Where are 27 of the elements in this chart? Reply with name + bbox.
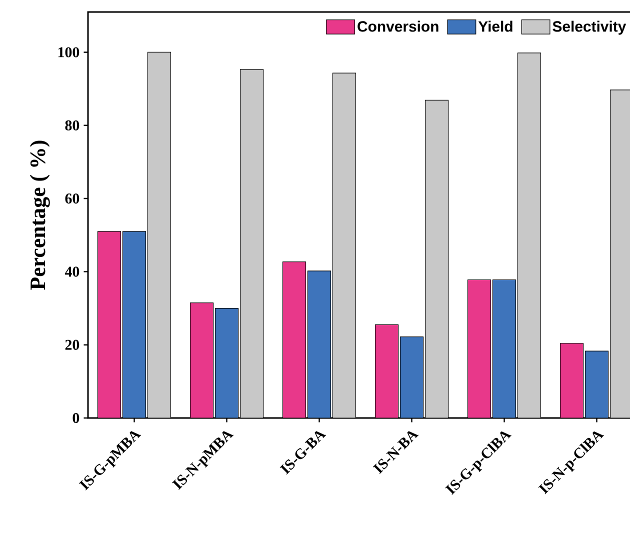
y-tick-label: 40 xyxy=(64,266,80,277)
bar xyxy=(425,100,448,418)
bar xyxy=(98,231,121,418)
bar xyxy=(282,262,306,418)
bar xyxy=(584,350,609,418)
bar xyxy=(240,69,264,418)
y-tick-label: 80 xyxy=(65,120,80,130)
bar xyxy=(215,308,238,418)
bar xyxy=(560,343,584,418)
bar xyxy=(148,52,171,418)
bar xyxy=(332,73,356,418)
bar xyxy=(492,280,516,418)
bar xyxy=(400,336,424,418)
bar xyxy=(308,270,331,418)
y-tick-label: 20 xyxy=(65,340,80,350)
bar xyxy=(518,52,541,418)
legend-label: Conversion xyxy=(358,20,438,32)
bar xyxy=(190,302,214,418)
legend-label: Selectivity xyxy=(552,20,626,35)
y-tick-label: 60 xyxy=(65,193,80,204)
bar xyxy=(375,324,398,418)
y-axis-title: Percentage ( %) xyxy=(30,140,50,290)
y-tick-label: 0 xyxy=(72,412,80,424)
bar xyxy=(122,231,146,418)
legend-label: Yield xyxy=(478,20,512,32)
bar xyxy=(468,280,491,418)
y-tick-label: 100 xyxy=(58,47,80,58)
